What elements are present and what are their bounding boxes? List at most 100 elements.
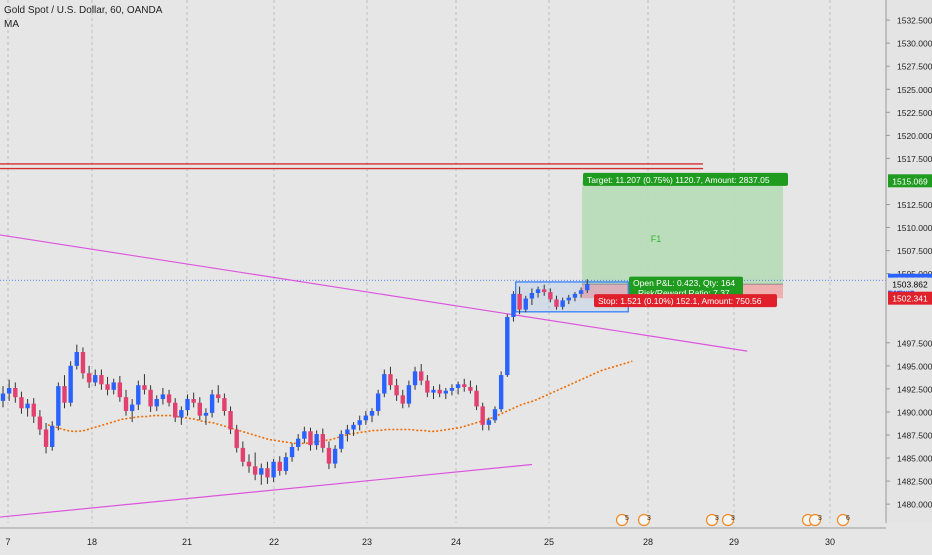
candle[interactable] <box>357 420 362 425</box>
candle[interactable] <box>93 375 98 383</box>
candle[interactable] <box>259 468 264 475</box>
candle[interactable] <box>406 385 412 404</box>
candle[interactable] <box>523 298 528 310</box>
candle[interactable] <box>197 402 202 416</box>
candle[interactable] <box>419 371 424 381</box>
candle[interactable] <box>388 374 393 386</box>
candle[interactable] <box>86 373 92 383</box>
candle[interactable] <box>191 399 196 403</box>
event-marker[interactable] <box>836 513 850 527</box>
stop-price-label-box[interactable] <box>888 291 932 305</box>
candle[interactable] <box>431 389 436 393</box>
candle[interactable] <box>548 292 553 300</box>
candle[interactable] <box>560 300 565 307</box>
candle[interactable] <box>246 461 252 467</box>
event-marker[interactable] <box>637 513 651 527</box>
event-marker[interactable] <box>705 513 719 527</box>
candle[interactable] <box>511 293 516 317</box>
candle[interactable] <box>142 385 147 390</box>
candle[interactable] <box>31 403 36 417</box>
candle[interactable] <box>412 371 418 386</box>
candle[interactable] <box>394 385 399 396</box>
trendline-2[interactable] <box>0 463 533 518</box>
candle[interactable] <box>62 386 67 403</box>
candle[interactable] <box>462 384 467 388</box>
event-marker[interactable] <box>615 513 629 527</box>
candle[interactable] <box>363 415 369 421</box>
candle[interactable] <box>50 425 55 447</box>
candle[interactable] <box>179 410 184 418</box>
candle[interactable] <box>173 402 178 418</box>
candle[interactable] <box>129 404 135 412</box>
candle[interactable] <box>0 393 6 401</box>
candle[interactable] <box>400 395 405 404</box>
candle[interactable] <box>271 461 276 478</box>
candle[interactable] <box>148 389 153 407</box>
candle[interactable] <box>554 299 559 307</box>
candle[interactable] <box>542 289 547 293</box>
candle[interactable] <box>498 375 504 410</box>
candle[interactable] <box>449 387 455 391</box>
candle[interactable] <box>123 397 129 412</box>
candle[interactable] <box>369 411 375 416</box>
candle[interactable] <box>6 387 12 394</box>
candle[interactable] <box>296 438 301 447</box>
candle[interactable] <box>136 385 141 405</box>
candle[interactable] <box>13 387 18 398</box>
candle[interactable] <box>437 389 442 394</box>
candle[interactable] <box>222 398 227 412</box>
candle[interactable] <box>209 394 215 413</box>
candle[interactable] <box>425 380 430 393</box>
candle[interactable] <box>566 297 571 301</box>
candle[interactable] <box>492 409 498 421</box>
candle[interactable] <box>443 390 448 394</box>
price-axis[interactable] <box>886 0 932 523</box>
candle[interactable] <box>302 431 307 439</box>
candle[interactable] <box>455 384 461 388</box>
candle[interactable] <box>468 387 473 391</box>
candle[interactable] <box>529 293 535 299</box>
candle[interactable] <box>314 434 319 446</box>
candle[interactable] <box>480 406 485 425</box>
candle[interactable] <box>105 384 110 390</box>
candle[interactable] <box>19 397 24 409</box>
candle[interactable] <box>308 431 313 446</box>
candle[interactable] <box>375 393 381 412</box>
candle[interactable] <box>289 446 295 458</box>
target-label-box[interactable] <box>583 172 788 186</box>
moving-average-line[interactable] <box>47 360 633 445</box>
candle[interactable] <box>111 382 116 390</box>
target-zone[interactable] <box>582 180 783 285</box>
entry-price-label-box[interactable] <box>888 277 932 291</box>
candle[interactable] <box>572 293 578 298</box>
candle[interactable] <box>382 374 387 394</box>
event-marker[interactable] <box>721 513 735 527</box>
event-marker[interactable] <box>808 513 822 527</box>
trendline-1[interactable] <box>0 234 748 352</box>
candle[interactable] <box>339 434 344 449</box>
candle[interactable] <box>351 424 356 430</box>
candle[interactable] <box>240 447 246 462</box>
candle[interactable] <box>43 429 49 447</box>
candle[interactable] <box>203 412 209 416</box>
candle[interactable] <box>535 289 541 294</box>
candle[interactable] <box>332 448 338 464</box>
target-price-label-box[interactable] <box>888 174 932 188</box>
candle[interactable] <box>277 461 282 471</box>
candle[interactable] <box>265 468 270 478</box>
candle[interactable] <box>74 352 79 366</box>
candle[interactable] <box>154 399 159 407</box>
candle[interactable] <box>56 386 61 426</box>
candle[interactable] <box>166 394 172 403</box>
candle[interactable] <box>486 420 492 425</box>
candle[interactable] <box>25 403 30 409</box>
candle[interactable] <box>345 429 350 435</box>
candle[interactable] <box>252 466 258 475</box>
candle[interactable] <box>80 352 86 374</box>
candle[interactable] <box>216 394 221 399</box>
candle[interactable] <box>185 399 190 411</box>
candle[interactable] <box>37 416 43 430</box>
candle[interactable] <box>474 390 479 407</box>
stop-label-box[interactable] <box>594 294 777 308</box>
